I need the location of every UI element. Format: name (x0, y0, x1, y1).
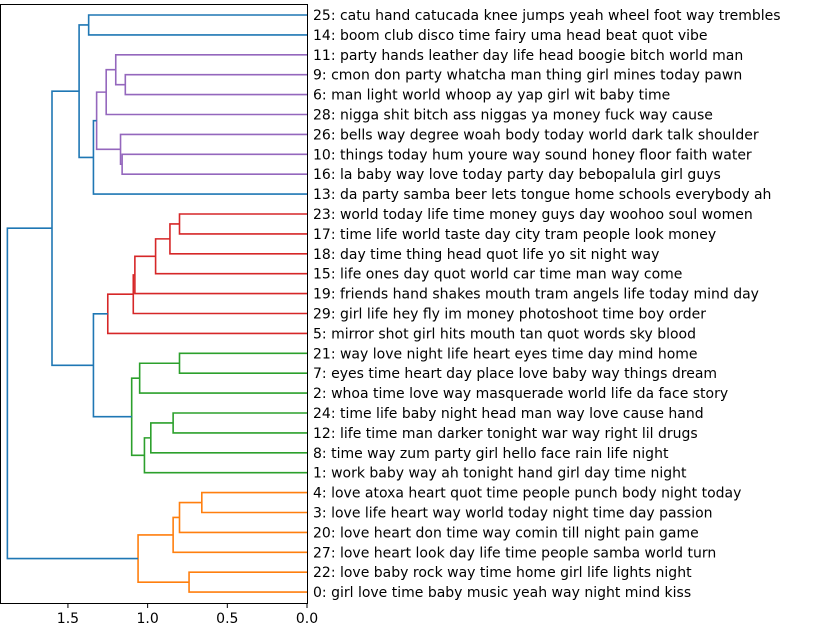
dendrogram-link (121, 153, 307, 175)
leaf-label: 0: girl love time baby music yeah way ni… (313, 585, 691, 601)
x-tick-label: 1.0 (136, 611, 158, 626)
leaf-labels: 25: catu hand catucada knee jumps yeah w… (313, 8, 781, 601)
leaf-label: 5: mirror shot girl hits mouth tan quot … (313, 326, 696, 342)
leaf-label: 29: girl life hey fly im money photoshoo… (313, 307, 706, 323)
leaf-label: 9: cmon don party whatcha man thing girl… (313, 68, 742, 84)
leaf-label: 21: way love night life heart eyes time … (313, 346, 698, 362)
dendrogram-link (119, 133, 307, 166)
dendrogram-link (6, 227, 139, 560)
leaf-label: 25: catu hand catucada knee jumps yeah w… (313, 8, 781, 24)
dendrogram-link (172, 516, 307, 554)
dendrogram-link (92, 119, 307, 195)
dendrogram-link (78, 24, 94, 159)
dendrogram-link (143, 437, 307, 474)
dendrogram-links (6, 14, 307, 593)
dendrogram-link (51, 90, 94, 367)
leaf-label: 8: time way zum party girl hello face ra… (313, 446, 669, 462)
leaf-label: 19: friends hand shakes mouth tram angel… (313, 287, 759, 303)
dendrogram-link (138, 362, 307, 394)
leaf-label: 17: time life world taste day city tram … (313, 227, 716, 243)
dendrogram-link (92, 313, 132, 418)
leaf-label: 13: da party samba beer lets tongue home… (313, 187, 771, 203)
dendrogram-link (201, 491, 307, 514)
leaf-label: 20: love heart don time way comin till n… (313, 525, 699, 541)
dendrogram-link (154, 238, 307, 275)
leaf-label: 26: bells way degree woah body today wor… (313, 127, 759, 143)
leaf-label: 27: love heart look day life time people… (313, 545, 716, 561)
x-tick-label: 0.5 (216, 611, 238, 626)
dendrogram-link (95, 91, 121, 151)
plot-area-frame (0, 4, 308, 604)
leaf-label: 18: day time thing head quot life yo sit… (313, 247, 659, 263)
leaf-label: 24: time life baby night head man way lo… (313, 406, 704, 422)
dendrogram-link (178, 501, 307, 534)
leaf-label: 23: world today life time money guys day… (313, 207, 753, 223)
dendrogram-link (150, 422, 307, 454)
leaf-label: 12: life time man darker tonight war way… (313, 426, 698, 442)
dendrogram-link (114, 54, 307, 86)
dendrogram-link (124, 73, 307, 96)
leaf-label: 22: love baby rock way time home girl li… (313, 565, 692, 581)
dendrogram-link (87, 14, 307, 36)
dendrogram-link (105, 68, 307, 116)
x-axis: 1.5 1.0 0.5 0.0 (57, 603, 318, 626)
leaf-label: 6: man light world whoop ay yap girl wit… (313, 88, 670, 104)
leaf-label: 3: love life heart way world today night… (313, 506, 713, 522)
dendrogram-link (130, 377, 145, 457)
leaf-label: 16: la baby way love today party day beb… (313, 167, 721, 183)
x-tick-label: 0.0 (296, 611, 318, 626)
leaf-label: 7: eyes time heart day place love baby w… (313, 366, 717, 382)
leaf-label: 4: love atoxa heart quot time people pun… (313, 486, 741, 502)
dendrogram-link (137, 534, 190, 583)
leaf-label: 10: things today hum youre way sound hon… (313, 147, 752, 163)
leaf-label: 14: boom club disco time fairy uma head … (313, 28, 708, 44)
dendrogram-link (178, 213, 307, 235)
leaf-label: 1: work baby way ah tonight hand girl da… (313, 466, 687, 482)
dendrogram-link (169, 223, 307, 255)
x-tick-label: 1.5 (57, 611, 79, 626)
leaf-label: 15: life ones day quot world car time ma… (313, 267, 682, 283)
dendrogram-link (172, 412, 307, 434)
leaf-label: 2: whoa time love way masquerade world l… (313, 386, 728, 402)
leaf-label: 28: nigga shit bitch ass niggas ya money… (313, 108, 713, 124)
dendrogram-link (134, 255, 307, 295)
dendrogram-link (188, 571, 307, 593)
leaf-label: 11: party hands leather day life head bo… (313, 48, 743, 64)
dendrogram-link (178, 352, 307, 374)
